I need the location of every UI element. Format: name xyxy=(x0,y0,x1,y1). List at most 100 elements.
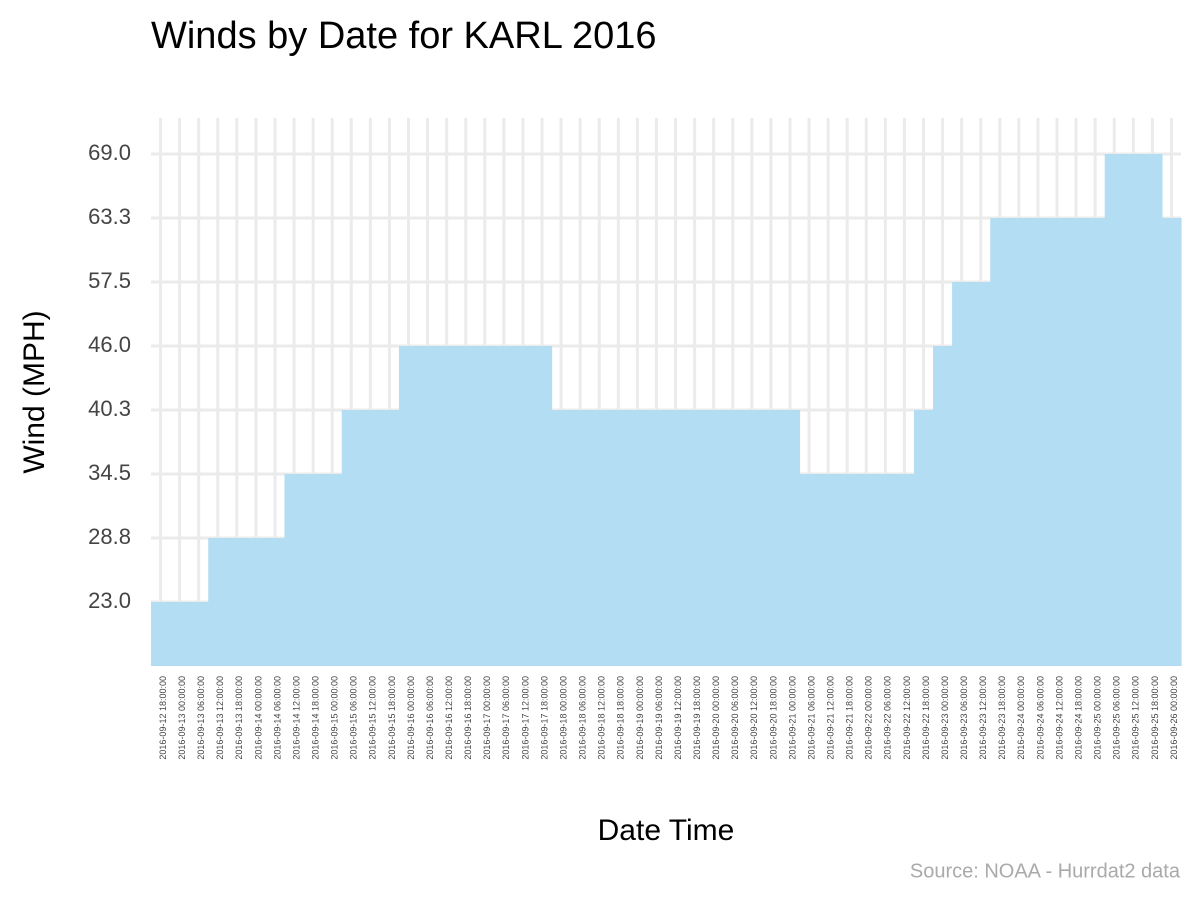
x-tick-label: 2016-09-13 18:00:00 xyxy=(234,676,244,760)
x-tick-label: 2016-09-21 06:00:00 xyxy=(806,676,816,760)
x-tick-label: 2016-09-21 00:00:00 xyxy=(787,676,797,760)
x-tick-label: 2016-09-25 00:00:00 xyxy=(1093,676,1103,760)
x-tick-label: 2016-09-18 12:00:00 xyxy=(597,676,607,760)
x-tick-label: 2016-09-20 18:00:00 xyxy=(768,676,778,760)
x-tick-label: 2016-09-17 06:00:00 xyxy=(501,676,511,760)
bar xyxy=(894,474,915,666)
x-tick-label: 2016-09-16 18:00:00 xyxy=(463,676,473,760)
bar xyxy=(418,346,438,666)
x-tick-label: 2016-09-22 12:00:00 xyxy=(902,676,912,760)
bar xyxy=(151,602,171,666)
bar xyxy=(360,410,381,666)
y-tick-label: 46.0 xyxy=(88,332,131,357)
x-tick-label: 2016-09-14 00:00:00 xyxy=(253,676,263,760)
x-tick-label: 2016-09-25 18:00:00 xyxy=(1150,676,1160,760)
y-axis-label: Wind (MPH) xyxy=(18,310,51,473)
x-tick-label: 2016-09-19 06:00:00 xyxy=(654,676,664,760)
x-tick-label: 2016-09-14 06:00:00 xyxy=(272,676,282,760)
x-tick-label: 2016-09-26 00:00:00 xyxy=(1169,676,1179,760)
x-tick-label: 2016-09-20 12:00:00 xyxy=(749,676,759,760)
chart-title: Winds by Date for KARL 2016 xyxy=(151,15,657,57)
x-tick-label: 2016-09-25 12:00:00 xyxy=(1131,676,1141,760)
y-tick-label: 40.3 xyxy=(88,396,131,421)
bar xyxy=(1142,154,1163,666)
bar xyxy=(742,410,762,666)
bar xyxy=(1104,154,1125,666)
x-tick-label: 2016-09-23 06:00:00 xyxy=(959,676,969,760)
bar xyxy=(208,538,228,666)
x-tick-label: 2016-09-17 18:00:00 xyxy=(539,676,549,760)
bar xyxy=(704,410,724,666)
bar xyxy=(875,474,896,666)
bar xyxy=(227,538,247,666)
x-tick-label: 2016-09-16 06:00:00 xyxy=(425,676,435,760)
x-tick-label: 2016-09-23 12:00:00 xyxy=(978,676,988,760)
x-tick-label: 2016-09-15 00:00:00 xyxy=(330,676,340,760)
x-tick-label: 2016-09-23 18:00:00 xyxy=(997,676,1007,760)
x-tick-label: 2016-09-17 12:00:00 xyxy=(520,676,530,760)
x-tick-label: 2016-09-24 18:00:00 xyxy=(1073,676,1083,760)
bar xyxy=(589,410,610,666)
x-tick-label: 2016-09-22 18:00:00 xyxy=(921,676,931,760)
bar xyxy=(685,410,705,666)
bar xyxy=(856,474,877,666)
bar xyxy=(1009,218,1030,666)
x-tick-label: 2016-09-19 12:00:00 xyxy=(673,676,683,760)
bar xyxy=(170,602,190,666)
x-tick-label: 2016-09-17 00:00:00 xyxy=(482,676,492,760)
bar xyxy=(1161,218,1182,666)
x-tick-label: 2016-09-23 00:00:00 xyxy=(940,676,950,760)
bar xyxy=(551,410,572,666)
bar xyxy=(837,474,858,666)
bar xyxy=(1028,218,1049,666)
bar xyxy=(246,538,267,666)
x-tick-label: 2016-09-24 06:00:00 xyxy=(1035,676,1045,760)
x-tick-label: 2016-09-15 18:00:00 xyxy=(387,676,397,760)
y-tick-label: 63.3 xyxy=(88,204,131,229)
y-tick-label: 28.8 xyxy=(88,524,131,549)
x-tick-label: 2016-09-22 00:00:00 xyxy=(864,676,874,760)
bar xyxy=(265,538,286,666)
bar xyxy=(646,410,667,666)
x-tick-label: 2016-09-25 06:00:00 xyxy=(1112,676,1122,760)
x-tick-label: 2016-09-12 18:00:00 xyxy=(158,676,168,760)
x-tick-label: 2016-09-22 06:00:00 xyxy=(883,676,893,760)
bar xyxy=(990,218,1010,666)
bar xyxy=(1066,218,1087,666)
x-tick-label: 2016-09-14 12:00:00 xyxy=(291,676,301,760)
y-tick-label: 57.5 xyxy=(88,268,131,293)
x-tick-label: 2016-09-15 12:00:00 xyxy=(368,676,378,760)
x-tick-label: 2016-09-20 00:00:00 xyxy=(711,676,721,760)
x-tick-label: 2016-09-13 06:00:00 xyxy=(196,676,206,760)
bar xyxy=(818,474,839,666)
bar xyxy=(532,346,553,666)
x-tick-label: 2016-09-13 00:00:00 xyxy=(177,676,187,760)
caption: Source: NOAA - Hurrdat2 data xyxy=(910,860,1181,882)
bar xyxy=(761,410,782,666)
x-tick-label: 2016-09-18 00:00:00 xyxy=(558,676,568,760)
y-tick-label: 69.0 xyxy=(88,140,131,165)
bar xyxy=(437,346,457,666)
x-tick-label: 2016-09-13 12:00:00 xyxy=(215,676,225,760)
bar xyxy=(1085,218,1106,666)
bar xyxy=(303,474,324,666)
bar xyxy=(780,410,801,666)
x-tick-label: 2016-09-16 00:00:00 xyxy=(406,676,416,760)
bar xyxy=(494,346,515,666)
bar xyxy=(322,474,343,666)
bar xyxy=(456,346,476,666)
bar xyxy=(1047,218,1068,666)
x-tick-label: 2016-09-18 18:00:00 xyxy=(616,676,626,760)
bar xyxy=(513,346,534,666)
x-tick-label: 2016-09-21 18:00:00 xyxy=(845,676,855,760)
x-tick-label: 2016-09-14 18:00:00 xyxy=(311,676,321,760)
y-tick-label: 23.0 xyxy=(88,588,131,613)
y-tick-label: 34.5 xyxy=(88,460,131,485)
bar xyxy=(608,410,629,666)
bar xyxy=(341,410,362,666)
x-tick-label: 2016-09-19 00:00:00 xyxy=(635,676,645,760)
bar xyxy=(398,346,419,666)
x-tick-label: 2016-09-24 12:00:00 xyxy=(1054,676,1064,760)
bar xyxy=(475,346,495,666)
